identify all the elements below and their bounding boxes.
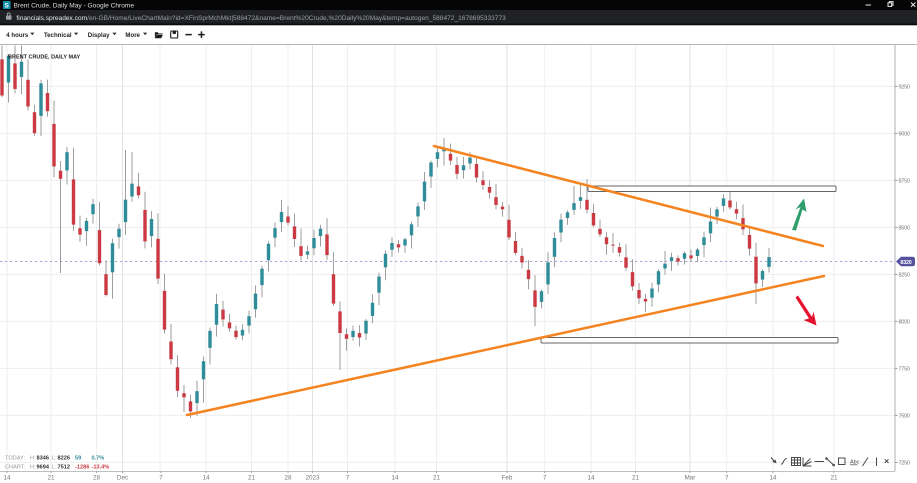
svg-text:7500: 7500: [899, 414, 910, 420]
svg-text:7512: 7512: [58, 465, 70, 471]
svg-text:L:: L:: [52, 465, 57, 471]
svg-text:4 hours: 4 hours: [6, 32, 29, 39]
svg-text:8000: 8000: [899, 320, 910, 326]
svg-text:7750: 7750: [899, 367, 910, 373]
svg-text:21: 21: [632, 475, 640, 482]
svg-text:14: 14: [769, 475, 777, 482]
svg-text:21: 21: [248, 475, 256, 482]
svg-text:L:: L:: [52, 456, 57, 462]
svg-text:Mar: Mar: [685, 475, 696, 482]
svg-text:TODAY:: TODAY:: [5, 456, 25, 462]
svg-text:Technical: Technical: [44, 32, 72, 39]
svg-text:Dec: Dec: [117, 475, 128, 482]
svg-text:H:: H:: [30, 456, 36, 462]
svg-text:-1286: -1286: [75, 465, 89, 471]
svg-text:Feb: Feb: [502, 475, 513, 482]
svg-text:28: 28: [93, 475, 101, 482]
svg-text:Brent Crude, Daily May - Googl: Brent Crude, Daily May - Google Chrome: [14, 2, 135, 9]
svg-text:21: 21: [433, 475, 441, 482]
svg-text:59: 59: [75, 456, 81, 462]
svg-text:14: 14: [587, 475, 595, 482]
svg-text:14: 14: [391, 475, 399, 482]
svg-text:8750: 8750: [899, 179, 910, 185]
svg-text:CHART:: CHART:: [5, 465, 26, 471]
svg-text:financials.spreadex.com/en-GB/: financials.spreadex.com/en-GB/Home/LiveC…: [16, 15, 506, 22]
svg-text:7250: 7250: [899, 461, 910, 467]
svg-text:8346: 8346: [37, 456, 49, 462]
svg-text:21: 21: [830, 475, 838, 482]
svg-text:8226: 8226: [58, 456, 70, 462]
svg-text:7: 7: [725, 475, 729, 482]
svg-text:21: 21: [47, 475, 55, 482]
svg-text:7: 7: [346, 475, 350, 482]
svg-text:H:: H:: [30, 465, 36, 471]
svg-text:14: 14: [202, 475, 210, 482]
svg-text:Display: Display: [88, 32, 110, 39]
svg-text:8320: 8320: [900, 260, 911, 266]
svg-text:28: 28: [284, 475, 292, 482]
svg-text:14: 14: [3, 475, 11, 482]
svg-text:9000: 9000: [899, 132, 910, 138]
svg-text:More: More: [125, 32, 140, 39]
svg-text:9694: 9694: [37, 465, 50, 471]
svg-text:9250: 9250: [899, 85, 910, 91]
svg-text:7: 7: [159, 475, 163, 482]
svg-text:7: 7: [543, 475, 547, 482]
svg-text:BRENT CRUDE, DAILY MAY: BRENT CRUDE, DAILY MAY: [8, 55, 81, 61]
svg-text:0.7%: 0.7%: [92, 456, 105, 462]
svg-text:Abc: Abc: [850, 460, 860, 466]
svg-text:2023: 2023: [305, 475, 320, 482]
svg-text:8500: 8500: [899, 226, 910, 232]
svg-text:8250: 8250: [899, 273, 910, 279]
svg-text:-13.4%: -13.4%: [92, 465, 110, 471]
svg-text:S: S: [5, 3, 10, 10]
